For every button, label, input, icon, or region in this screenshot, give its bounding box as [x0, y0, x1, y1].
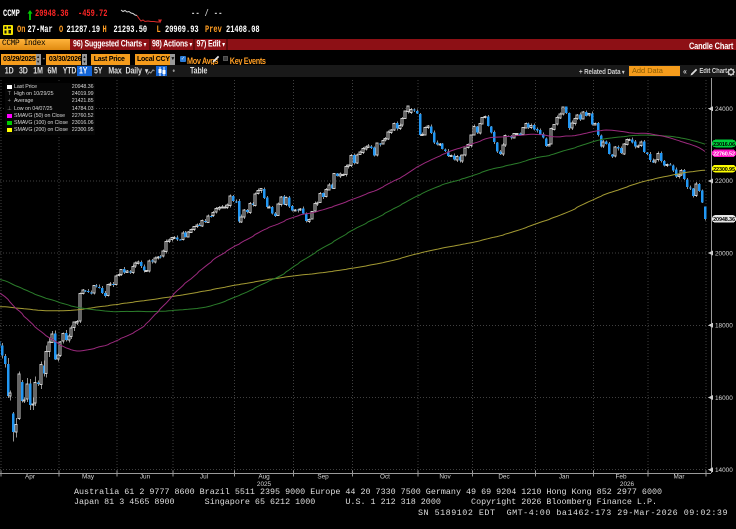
svg-text:22300.95: 22300.95 [713, 167, 735, 173]
svg-text:2025: 2025 [257, 481, 272, 488]
svg-text:Jan: Jan [559, 474, 570, 481]
svg-text:Oct: Oct [380, 474, 390, 481]
svg-text:18000: 18000 [715, 323, 733, 330]
svg-text:22760.52: 22760.52 [713, 152, 735, 158]
svg-text:Sep: Sep [317, 474, 329, 481]
svg-text:May: May [82, 474, 95, 481]
svg-text:Dec: Dec [498, 474, 510, 481]
svg-text:22000: 22000 [715, 178, 733, 185]
svg-text:Nov: Nov [439, 474, 451, 481]
svg-text:Mar: Mar [673, 474, 685, 481]
svg-text:20000: 20000 [715, 250, 733, 257]
svg-text:Feb: Feb [615, 474, 626, 481]
svg-text:Aug: Aug [258, 474, 270, 481]
svg-text:2026: 2026 [620, 481, 635, 488]
svg-text:14000: 14000 [715, 467, 733, 474]
svg-text:Jun: Jun [140, 474, 151, 481]
svg-text:24000: 24000 [715, 106, 733, 113]
svg-text:20948.36: 20948.36 [713, 217, 735, 223]
svg-text:23016.06: 23016.06 [713, 142, 735, 148]
svg-text:16000: 16000 [715, 395, 733, 402]
svg-text:Apr: Apr [25, 474, 36, 481]
svg-text:Jul: Jul [200, 474, 208, 481]
